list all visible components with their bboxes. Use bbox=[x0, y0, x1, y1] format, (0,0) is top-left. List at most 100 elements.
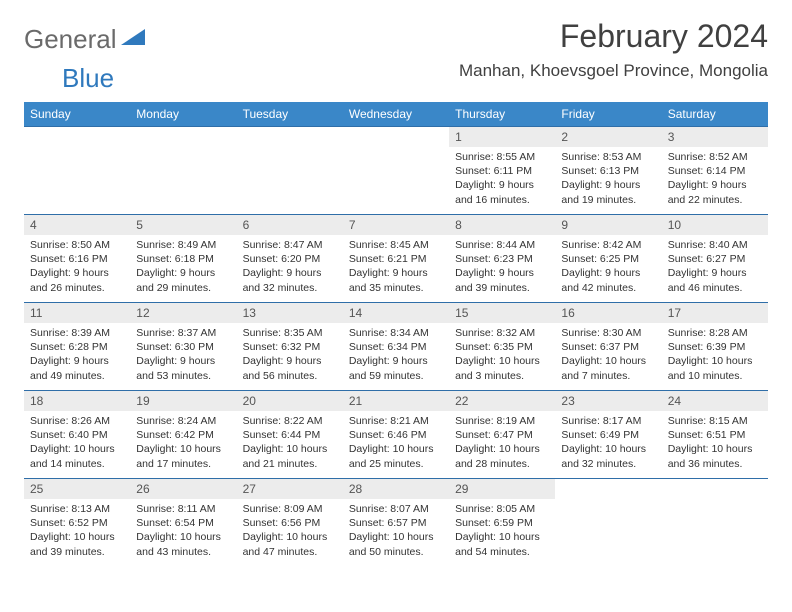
day-number: 14 bbox=[343, 303, 449, 323]
day-details: Sunrise: 8:42 AMSunset: 6:25 PMDaylight:… bbox=[555, 235, 661, 299]
weekday-header: Tuesday bbox=[237, 102, 343, 127]
logo: General bbox=[24, 24, 147, 55]
calendar-day-cell: 7Sunrise: 8:45 AMSunset: 6:21 PMDaylight… bbox=[343, 215, 449, 303]
day-details: Sunrise: 8:30 AMSunset: 6:37 PMDaylight:… bbox=[555, 323, 661, 387]
weekday-header: Sunday bbox=[24, 102, 130, 127]
calendar-day-cell: 22Sunrise: 8:19 AMSunset: 6:47 PMDayligh… bbox=[449, 391, 555, 479]
weekday-header: Wednesday bbox=[343, 102, 449, 127]
calendar-day-cell: 12Sunrise: 8:37 AMSunset: 6:30 PMDayligh… bbox=[130, 303, 236, 391]
calendar-day-cell: 26Sunrise: 8:11 AMSunset: 6:54 PMDayligh… bbox=[130, 479, 236, 567]
title-block: February 2024 Manhan, Khoevsgoel Provinc… bbox=[459, 18, 768, 81]
calendar-week-row: 4Sunrise: 8:50 AMSunset: 6:16 PMDaylight… bbox=[24, 215, 768, 303]
day-details: Sunrise: 8:17 AMSunset: 6:49 PMDaylight:… bbox=[555, 411, 661, 475]
day-details: Sunrise: 8:24 AMSunset: 6:42 PMDaylight:… bbox=[130, 411, 236, 475]
day-number: 4 bbox=[24, 215, 130, 235]
day-number: 5 bbox=[130, 215, 236, 235]
day-number: 17 bbox=[662, 303, 768, 323]
weekday-header: Saturday bbox=[662, 102, 768, 127]
day-details: Sunrise: 8:44 AMSunset: 6:23 PMDaylight:… bbox=[449, 235, 555, 299]
day-details: Sunrise: 8:15 AMSunset: 6:51 PMDaylight:… bbox=[662, 411, 768, 475]
logo-text-blue: Blue bbox=[62, 63, 114, 93]
day-details: Sunrise: 8:37 AMSunset: 6:30 PMDaylight:… bbox=[130, 323, 236, 387]
day-details: Sunrise: 8:34 AMSunset: 6:34 PMDaylight:… bbox=[343, 323, 449, 387]
calendar-day-cell: 20Sunrise: 8:22 AMSunset: 6:44 PMDayligh… bbox=[237, 391, 343, 479]
day-details: Sunrise: 8:50 AMSunset: 6:16 PMDaylight:… bbox=[24, 235, 130, 299]
day-number: 29 bbox=[449, 479, 555, 499]
day-number: 28 bbox=[343, 479, 449, 499]
calendar-day-cell: 1Sunrise: 8:55 AMSunset: 6:11 PMDaylight… bbox=[449, 127, 555, 215]
day-details: Sunrise: 8:39 AMSunset: 6:28 PMDaylight:… bbox=[24, 323, 130, 387]
day-number: 12 bbox=[130, 303, 236, 323]
calendar-day-cell: .. bbox=[237, 127, 343, 215]
calendar-day-cell: .. bbox=[343, 127, 449, 215]
calendar-table: SundayMondayTuesdayWednesdayThursdayFrid… bbox=[24, 102, 768, 567]
calendar-day-cell: 27Sunrise: 8:09 AMSunset: 6:56 PMDayligh… bbox=[237, 479, 343, 567]
day-number: 27 bbox=[237, 479, 343, 499]
calendar-day-cell: 9Sunrise: 8:42 AMSunset: 6:25 PMDaylight… bbox=[555, 215, 661, 303]
day-details: Sunrise: 8:11 AMSunset: 6:54 PMDaylight:… bbox=[130, 499, 236, 563]
calendar-day-cell: 15Sunrise: 8:32 AMSunset: 6:35 PMDayligh… bbox=[449, 303, 555, 391]
day-number: 2 bbox=[555, 127, 661, 147]
logo-text-general: General bbox=[24, 24, 117, 55]
day-details: Sunrise: 8:07 AMSunset: 6:57 PMDaylight:… bbox=[343, 499, 449, 563]
day-number: 8 bbox=[449, 215, 555, 235]
calendar-day-cell: 8Sunrise: 8:44 AMSunset: 6:23 PMDaylight… bbox=[449, 215, 555, 303]
calendar-day-cell: 10Sunrise: 8:40 AMSunset: 6:27 PMDayligh… bbox=[662, 215, 768, 303]
calendar-day-cell: 21Sunrise: 8:21 AMSunset: 6:46 PMDayligh… bbox=[343, 391, 449, 479]
calendar-body: ........1Sunrise: 8:55 AMSunset: 6:11 PM… bbox=[24, 127, 768, 567]
day-number: 3 bbox=[662, 127, 768, 147]
calendar-day-cell: 29Sunrise: 8:05 AMSunset: 6:59 PMDayligh… bbox=[449, 479, 555, 567]
calendar-header-row: SundayMondayTuesdayWednesdayThursdayFrid… bbox=[24, 102, 768, 127]
day-number: 7 bbox=[343, 215, 449, 235]
day-number: 11 bbox=[24, 303, 130, 323]
calendar-day-cell: 28Sunrise: 8:07 AMSunset: 6:57 PMDayligh… bbox=[343, 479, 449, 567]
calendar-day-cell: 14Sunrise: 8:34 AMSunset: 6:34 PMDayligh… bbox=[343, 303, 449, 391]
calendar-day-cell: 4Sunrise: 8:50 AMSunset: 6:16 PMDaylight… bbox=[24, 215, 130, 303]
day-number: 19 bbox=[130, 391, 236, 411]
day-details: Sunrise: 8:05 AMSunset: 6:59 PMDaylight:… bbox=[449, 499, 555, 563]
day-number: 26 bbox=[130, 479, 236, 499]
day-details: Sunrise: 8:45 AMSunset: 6:21 PMDaylight:… bbox=[343, 235, 449, 299]
calendar-day-cell: 19Sunrise: 8:24 AMSunset: 6:42 PMDayligh… bbox=[130, 391, 236, 479]
calendar-day-cell: 3Sunrise: 8:52 AMSunset: 6:14 PMDaylight… bbox=[662, 127, 768, 215]
calendar-day-cell: 25Sunrise: 8:13 AMSunset: 6:52 PMDayligh… bbox=[24, 479, 130, 567]
weekday-header: Friday bbox=[555, 102, 661, 127]
month-title: February 2024 bbox=[459, 18, 768, 55]
calendar-day-cell: .. bbox=[555, 479, 661, 567]
day-number: 22 bbox=[449, 391, 555, 411]
calendar-week-row: 18Sunrise: 8:26 AMSunset: 6:40 PMDayligh… bbox=[24, 391, 768, 479]
calendar-week-row: 25Sunrise: 8:13 AMSunset: 6:52 PMDayligh… bbox=[24, 479, 768, 567]
day-details: Sunrise: 8:28 AMSunset: 6:39 PMDaylight:… bbox=[662, 323, 768, 387]
day-number: 10 bbox=[662, 215, 768, 235]
calendar-day-cell: 23Sunrise: 8:17 AMSunset: 6:49 PMDayligh… bbox=[555, 391, 661, 479]
calendar-day-cell: 13Sunrise: 8:35 AMSunset: 6:32 PMDayligh… bbox=[237, 303, 343, 391]
day-details: Sunrise: 8:55 AMSunset: 6:11 PMDaylight:… bbox=[449, 147, 555, 211]
day-details: Sunrise: 8:40 AMSunset: 6:27 PMDaylight:… bbox=[662, 235, 768, 299]
calendar-week-row: ........1Sunrise: 8:55 AMSunset: 6:11 PM… bbox=[24, 127, 768, 215]
day-number: 21 bbox=[343, 391, 449, 411]
calendar-day-cell: 6Sunrise: 8:47 AMSunset: 6:20 PMDaylight… bbox=[237, 215, 343, 303]
calendar-day-cell: .. bbox=[662, 479, 768, 567]
day-details: Sunrise: 8:26 AMSunset: 6:40 PMDaylight:… bbox=[24, 411, 130, 475]
day-details: Sunrise: 8:47 AMSunset: 6:20 PMDaylight:… bbox=[237, 235, 343, 299]
calendar-day-cell: 16Sunrise: 8:30 AMSunset: 6:37 PMDayligh… bbox=[555, 303, 661, 391]
day-details: Sunrise: 8:52 AMSunset: 6:14 PMDaylight:… bbox=[662, 147, 768, 211]
day-details: Sunrise: 8:49 AMSunset: 6:18 PMDaylight:… bbox=[130, 235, 236, 299]
calendar-day-cell: 18Sunrise: 8:26 AMSunset: 6:40 PMDayligh… bbox=[24, 391, 130, 479]
day-number: 24 bbox=[662, 391, 768, 411]
logo-triangle-icon bbox=[121, 27, 145, 52]
day-number: 18 bbox=[24, 391, 130, 411]
day-number: 6 bbox=[237, 215, 343, 235]
day-details: Sunrise: 8:21 AMSunset: 6:46 PMDaylight:… bbox=[343, 411, 449, 475]
day-number: 1 bbox=[449, 127, 555, 147]
weekday-header: Thursday bbox=[449, 102, 555, 127]
day-number: 25 bbox=[24, 479, 130, 499]
calendar-day-cell: 24Sunrise: 8:15 AMSunset: 6:51 PMDayligh… bbox=[662, 391, 768, 479]
calendar-day-cell: 17Sunrise: 8:28 AMSunset: 6:39 PMDayligh… bbox=[662, 303, 768, 391]
day-details: Sunrise: 8:53 AMSunset: 6:13 PMDaylight:… bbox=[555, 147, 661, 211]
day-details: Sunrise: 8:35 AMSunset: 6:32 PMDaylight:… bbox=[237, 323, 343, 387]
day-details: Sunrise: 8:19 AMSunset: 6:47 PMDaylight:… bbox=[449, 411, 555, 475]
location: Manhan, Khoevsgoel Province, Mongolia bbox=[459, 61, 768, 81]
calendar-day-cell: 11Sunrise: 8:39 AMSunset: 6:28 PMDayligh… bbox=[24, 303, 130, 391]
day-number: 15 bbox=[449, 303, 555, 323]
